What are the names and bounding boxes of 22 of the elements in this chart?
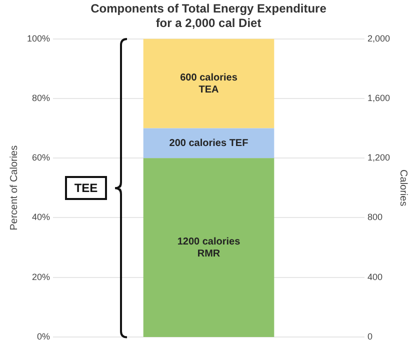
y-tick-label: 0% <box>37 331 50 342</box>
y-axis-title: Percent of Calories <box>8 145 20 230</box>
y-tick-label: 20% <box>32 272 50 282</box>
y-tick-label: 80% <box>32 92 50 103</box>
y2-tick-label: 0 <box>367 331 372 342</box>
y2-tick-label: 1,600 <box>367 92 390 103</box>
y-tick-label: 40% <box>32 212 50 222</box>
bar <box>143 158 274 337</box>
annotation: TEE <box>65 176 107 200</box>
y2-tick-label: 2,000 <box>367 33 390 44</box>
chart-title: Components of Total Energy Expenditure for a 2,000 cal Diet <box>90 2 327 30</box>
y2-tick-label: 800 <box>367 212 383 222</box>
y2-tick-label: 400 <box>367 272 383 282</box>
data-label: 600 calories TEA <box>180 72 238 96</box>
bar <box>143 128 274 158</box>
y2-axis-title: Calories <box>397 170 408 206</box>
y-tick-label: 60% <box>32 152 50 163</box>
data-label: 200 calories TEF <box>169 138 248 149</box>
y-tick-label: 100% <box>26 33 50 44</box>
y2-tick-label: 1,200 <box>367 152 390 163</box>
bar <box>143 38 274 128</box>
data-label: 1200 calories RMR <box>177 236 241 260</box>
